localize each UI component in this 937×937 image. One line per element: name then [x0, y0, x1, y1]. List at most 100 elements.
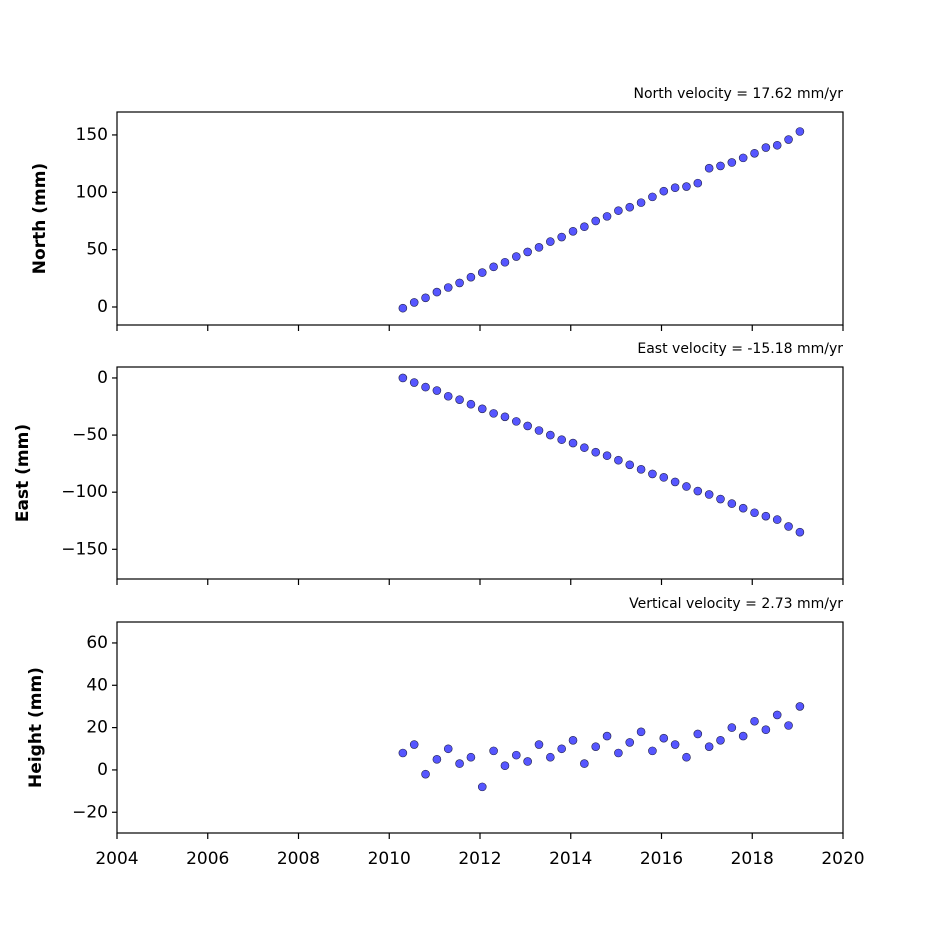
data-point: [772, 515, 782, 524]
data-point: [670, 183, 680, 193]
data-point: [466, 272, 476, 282]
x-tick-label: 2004: [95, 849, 138, 869]
data-point: [738, 503, 748, 513]
data-point: [636, 198, 646, 207]
data-point: [670, 740, 680, 749]
data-point: [580, 443, 589, 452]
y-tick-label: 50: [86, 240, 108, 260]
data-point: [568, 736, 578, 745]
y-tick-label: 0: [97, 297, 108, 317]
y-axis-label: East (mm): [13, 424, 33, 522]
data-point: [636, 465, 646, 474]
data-point: [693, 178, 703, 188]
data-point: [716, 161, 725, 171]
data-point: [625, 738, 635, 747]
y-tick-label: 150: [76, 125, 108, 145]
data-point: [511, 417, 521, 426]
data-point: [614, 455, 623, 465]
y-tick-label: 100: [76, 182, 108, 202]
data-point: [580, 222, 589, 232]
data-point: [568, 438, 578, 448]
y-tick-label: 0: [97, 760, 108, 780]
data-point: [455, 759, 464, 768]
y-tick-label: −20: [72, 802, 108, 822]
data-point: [421, 769, 430, 779]
x-tick-label: 2014: [549, 849, 592, 869]
data-point: [580, 759, 589, 768]
data-point: [761, 725, 771, 735]
data-point: [625, 202, 635, 212]
data-point: [455, 278, 464, 288]
y-tick-label: −50: [72, 425, 108, 445]
data-point: [432, 287, 442, 297]
data-point: [693, 729, 703, 739]
data-point: [716, 494, 725, 504]
data-point: [421, 382, 430, 392]
data-point: [421, 293, 430, 303]
data-point: [659, 473, 669, 482]
y-tick-label: −150: [61, 539, 108, 559]
data-point: [602, 212, 612, 221]
data-point: [738, 731, 748, 741]
data-point: [795, 527, 805, 537]
data-point: [432, 386, 442, 395]
data-point: [546, 430, 555, 440]
data-point: [648, 746, 657, 756]
data-point: [716, 736, 725, 745]
data-point: [557, 435, 566, 444]
data-point: [500, 412, 510, 422]
data-point: [704, 163, 714, 173]
data-point: [443, 391, 453, 401]
data-point: [761, 143, 771, 152]
data-point: [409, 378, 419, 387]
data-point: [693, 486, 703, 496]
data-point: [557, 232, 566, 242]
data-point: [511, 252, 521, 261]
data-point: [500, 257, 510, 267]
y-tick-label: 40: [86, 675, 108, 695]
x-tick-label: 2008: [277, 849, 320, 869]
data-point: [704, 490, 714, 499]
data-point: [477, 404, 487, 414]
data-point: [602, 451, 612, 460]
data-point: [489, 746, 498, 756]
data-point: [795, 702, 805, 711]
y-tick-label: 20: [86, 718, 108, 738]
data-point: [648, 192, 657, 202]
data-point: [523, 247, 532, 257]
data-point: [409, 740, 419, 749]
data-point: [602, 731, 612, 741]
data-point: [795, 127, 805, 136]
data-point: [738, 153, 748, 163]
data-point: [534, 740, 544, 749]
x-tick-label: 2006: [186, 849, 229, 869]
data-point: [546, 752, 555, 762]
data-point: [443, 744, 453, 754]
data-point: [704, 742, 714, 751]
data-point: [750, 148, 759, 158]
data-point: [455, 395, 464, 404]
data-point: [568, 226, 578, 236]
data-point: [477, 268, 487, 277]
y-axis-label: Height (mm): [26, 667, 46, 788]
data-point: [750, 716, 759, 726]
data-point: [466, 399, 476, 409]
data-point: [784, 135, 793, 144]
y-tick-label: 60: [86, 633, 108, 653]
data-point: [614, 748, 623, 758]
data-point: [557, 744, 566, 754]
data-point: [772, 140, 782, 150]
data-point: [636, 727, 646, 737]
data-point: [398, 748, 408, 758]
data-point: [500, 761, 510, 771]
data-point: [409, 298, 419, 307]
data-point: [489, 409, 498, 418]
data-point: [625, 460, 635, 470]
data-point: [750, 508, 759, 518]
data-point: [511, 750, 521, 760]
panel-title: Vertical velocity = 2.73 mm/yr: [629, 596, 843, 612]
y-tick-label: −100: [61, 482, 108, 502]
data-point: [727, 499, 737, 508]
y-axis-label: North (mm): [30, 163, 50, 274]
